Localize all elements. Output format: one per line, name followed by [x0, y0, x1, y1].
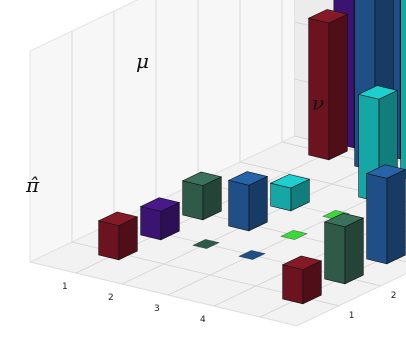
bar-front [366, 173, 388, 265]
right-bar [281, 255, 323, 305]
bars [97, 0, 406, 305]
grid-line-y [239, 0, 406, 203]
floor-square [192, 239, 220, 249]
floor-square [238, 250, 266, 260]
y-tick-label: 2 [391, 291, 397, 301]
back-bar [400, 0, 406, 179]
tick-labels: 123412345.0.1.2.3 [62, 282, 397, 325]
right-bar [323, 212, 365, 285]
bar-side [386, 169, 406, 265]
bar-front [228, 179, 250, 232]
bar-front [400, 0, 406, 179]
bar-side [344, 217, 364, 285]
bar-front [182, 180, 204, 221]
mid-bar [227, 171, 269, 232]
back-bar [307, 9, 349, 161]
x-tick-label: 2 [108, 293, 114, 303]
mid-bar [139, 197, 181, 241]
axis-label-nu: ν [312, 91, 324, 115]
bar-side [248, 175, 268, 232]
bar-top [97, 211, 139, 226]
grid-line-y [281, 0, 406, 173]
bar-top [181, 171, 223, 186]
bar-front [324, 221, 346, 285]
bar-top [269, 174, 311, 189]
bar-top [365, 164, 406, 179]
bar-front [308, 17, 330, 161]
right-bar [365, 164, 406, 265]
bar-front [140, 206, 162, 241]
bar-top [323, 212, 365, 228]
bar-front [98, 220, 120, 261]
bar-top [357, 85, 399, 100]
floor-square [280, 230, 308, 240]
x-tick-label: 1 [62, 282, 68, 292]
bar-top [227, 171, 269, 186]
bar-top [307, 9, 349, 24]
y-tick-label: 1 [349, 311, 355, 321]
grid-line-y [71, 31, 339, 307]
x-tick-label: 4 [200, 315, 206, 325]
bar-top [281, 255, 323, 270]
axis-label-mu: μ [136, 49, 149, 73]
x-tick-label: 3 [154, 304, 160, 314]
mid-bar [269, 174, 311, 212]
mid-bar [181, 171, 223, 221]
axis-label-pi-hat: π̂ [25, 173, 40, 197]
bar-front [282, 264, 304, 305]
bar-side [328, 13, 348, 161]
bar-top [139, 197, 181, 212]
mid-bar [97, 211, 139, 261]
